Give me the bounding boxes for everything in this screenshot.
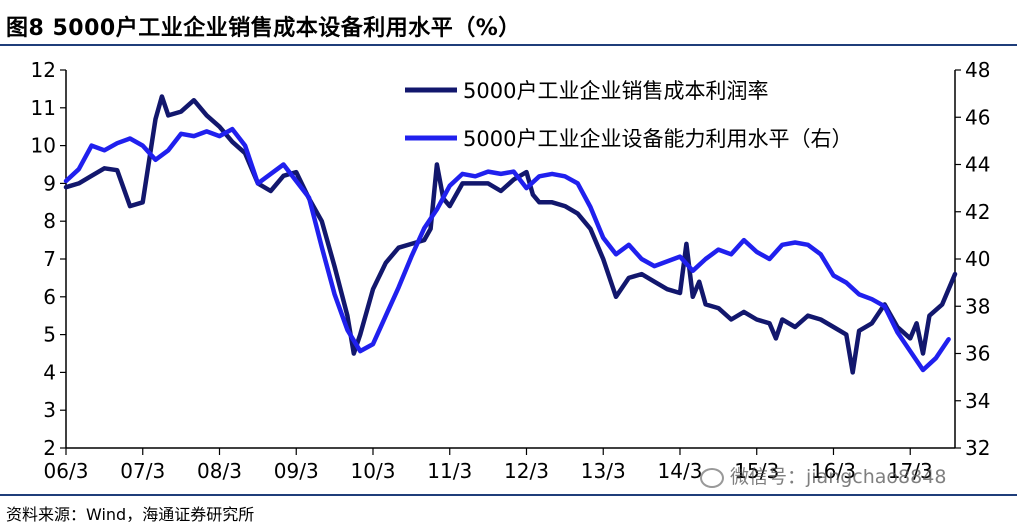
x-tick-label: 08/3 bbox=[197, 459, 242, 483]
right-y-tick-label: 48 bbox=[965, 58, 990, 82]
left-y-tick-label: 11 bbox=[31, 96, 56, 120]
right-y-tick-label: 38 bbox=[965, 294, 990, 318]
x-tick-label: 13/3 bbox=[581, 459, 626, 483]
right-y-tick-label: 42 bbox=[965, 200, 990, 224]
x-tick-label: 11/3 bbox=[427, 459, 472, 483]
left-y-tick-label: 9 bbox=[43, 171, 56, 195]
title-bar: 图8 5000户工业企业销售成本设备利用水平（%） bbox=[0, 0, 1017, 46]
left-y-tick-label: 7 bbox=[43, 247, 56, 271]
left-y-tick-label: 10 bbox=[31, 134, 56, 158]
legend-label: 5000户工业企业销售成本利润率 bbox=[463, 79, 768, 103]
source-note: 资料来源：Wind，海通证券研究所 bbox=[6, 501, 254, 525]
left-y-tick-label: 12 bbox=[31, 58, 56, 82]
left-y-tick-label: 6 bbox=[43, 285, 56, 309]
x-tick-label: 12/3 bbox=[504, 459, 549, 483]
left-y-tick-label: 5 bbox=[43, 323, 56, 347]
x-tick-label: 09/3 bbox=[274, 459, 319, 483]
right-y-tick-label: 40 bbox=[965, 247, 990, 271]
left-y-tick-label: 8 bbox=[43, 209, 56, 233]
right-y-tick-label: 36 bbox=[965, 342, 990, 366]
legend-label: 5000户工业企业设备能力利用水平（右） bbox=[463, 127, 852, 151]
left-y-tick-label: 3 bbox=[43, 398, 56, 422]
left-y-tick-label: 2 bbox=[43, 436, 56, 460]
wechat-icon bbox=[700, 468, 724, 488]
watermark-text: 微信号：jiangchao8848 bbox=[730, 466, 946, 488]
source-bar: 资料来源：Wind，海通证券研究所 bbox=[0, 494, 1017, 527]
right-y-tick-label: 46 bbox=[965, 105, 990, 129]
right-y-tick-label: 44 bbox=[965, 153, 990, 177]
x-tick-label: 07/3 bbox=[120, 459, 165, 483]
watermark: 微信号：jiangchao8848 bbox=[700, 462, 946, 489]
chart-title: 图8 5000户工业企业销售成本设备利用水平（%） bbox=[6, 10, 521, 42]
chart-area: 2 3 4 5 6 7 8 9 10 11 12 32 34 36 38 40 42 44 46 48 06/3 07/3… bbox=[0, 46, 1017, 494]
left-y-tick-label: 4 bbox=[43, 360, 56, 384]
x-tick-label: 10/3 bbox=[351, 459, 396, 483]
right-y-tick-label: 34 bbox=[965, 389, 990, 413]
utilization-line bbox=[66, 129, 949, 370]
right-y-tick-label: 32 bbox=[965, 436, 990, 460]
x-tick-label: 06/3 bbox=[44, 459, 89, 483]
x-tick-label: 14/3 bbox=[658, 459, 703, 483]
